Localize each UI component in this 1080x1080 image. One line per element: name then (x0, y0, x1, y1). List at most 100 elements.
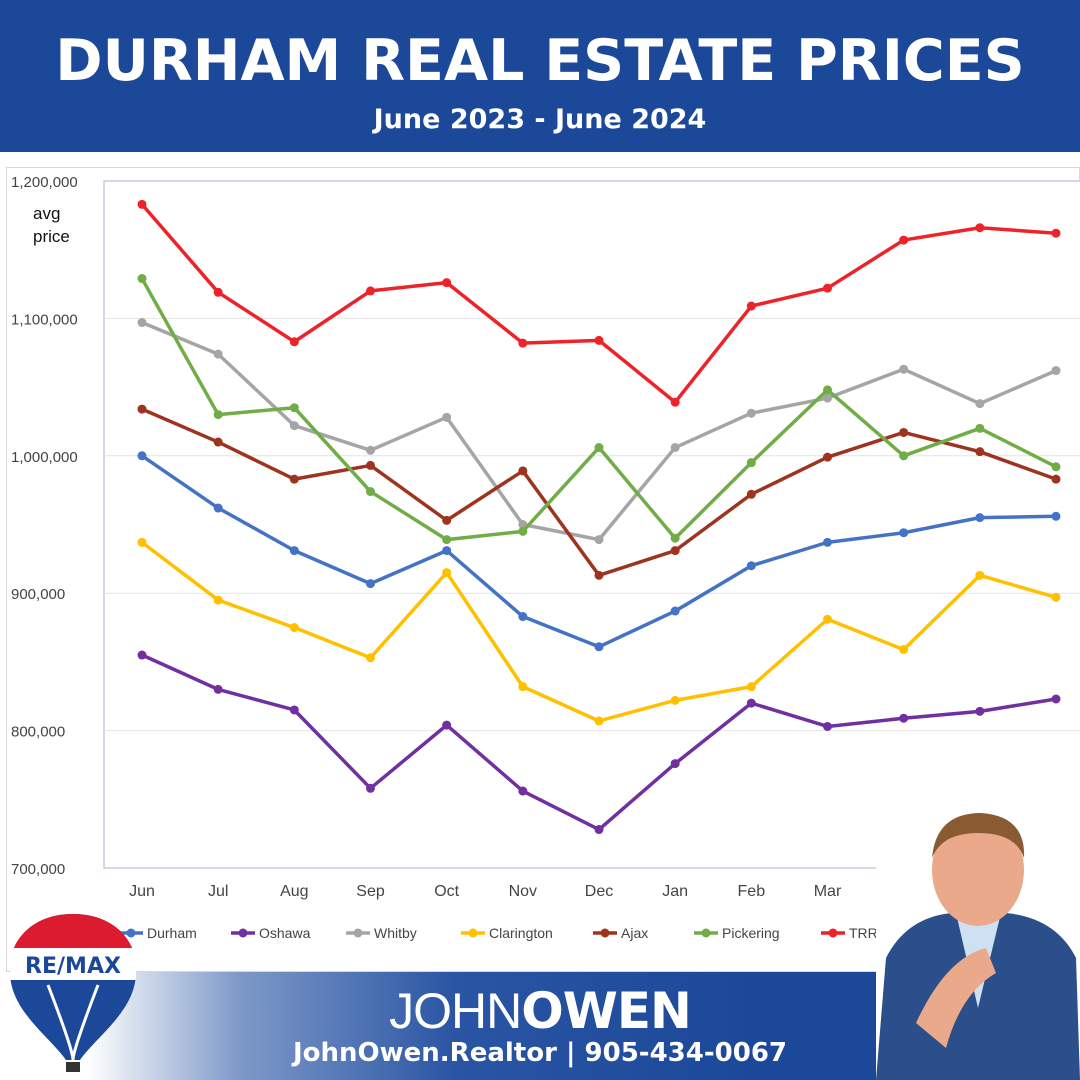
data-point (1051, 462, 1061, 472)
data-point (289, 421, 299, 431)
legend-marker (126, 928, 136, 938)
data-point (823, 385, 832, 395)
y-tick-label: 1,200,000 (11, 174, 78, 191)
data-point (442, 546, 452, 556)
data-point (289, 474, 299, 484)
data-point (594, 335, 604, 345)
x-tick-label: Jul (208, 883, 228, 900)
legend-marker (701, 928, 711, 938)
legend-item-ajax: Ajax (593, 925, 648, 941)
data-point (366, 460, 375, 470)
x-tick-label: Jun (129, 883, 155, 900)
data-point (366, 487, 375, 497)
agent-name: JOHNOWEN (0, 982, 1080, 1040)
data-point (823, 452, 832, 462)
data-point (442, 278, 452, 288)
chart-container: 700,000 800,000 900,000 1,000,000 1,100,000 1… (6, 167, 1080, 972)
data-point (975, 223, 985, 233)
data-point (1051, 474, 1061, 484)
series-oshawa (137, 650, 1061, 835)
data-point (213, 503, 223, 513)
data-point (442, 515, 452, 525)
series-durham (137, 451, 1061, 652)
y-axis-label: price (33, 227, 70, 246)
plot-area (103, 180, 1080, 869)
series-trreb (137, 199, 1061, 407)
series-whitby (137, 318, 1061, 545)
x-tick-label: Aug (280, 883, 308, 900)
data-point (594, 642, 604, 652)
data-point (518, 786, 528, 796)
data-point (518, 338, 528, 348)
legend-item-durham: Durham (119, 925, 197, 941)
data-point (594, 825, 604, 835)
x-tick-label: Nov (509, 883, 537, 900)
data-point (594, 535, 604, 545)
data-point (137, 274, 147, 284)
data-point (137, 537, 147, 547)
data-point (1051, 511, 1061, 521)
legend-item-pickering: Pickering (694, 925, 780, 941)
data-point (823, 283, 832, 293)
y-tick-label: 900,000 (11, 586, 65, 603)
data-point (670, 759, 680, 769)
page-subtitle: June 2023 - June 2024 (373, 104, 707, 135)
data-point (899, 713, 909, 723)
x-tick-label: Sep (356, 883, 385, 900)
data-point (670, 533, 680, 543)
data-point (899, 427, 909, 437)
data-point (1051, 592, 1061, 602)
legend-marker (468, 928, 478, 938)
data-point (823, 537, 832, 547)
data-point (899, 364, 909, 374)
data-point (594, 716, 604, 726)
legend-label: Ajax (621, 925, 648, 941)
data-point (899, 451, 909, 461)
x-tick-label: Feb (738, 883, 766, 900)
data-point (975, 706, 985, 716)
data-point (213, 410, 223, 420)
data-point (137, 199, 147, 209)
y-tick-label: 1,000,000 (11, 449, 78, 466)
legend-marker (600, 928, 610, 938)
data-point (823, 614, 832, 624)
data-point (213, 595, 223, 605)
data-point (442, 568, 452, 578)
data-point (213, 684, 223, 694)
x-tick-label: Oct (434, 883, 459, 900)
data-point (366, 653, 375, 663)
data-point (289, 403, 299, 413)
data-point (289, 546, 299, 556)
data-point (518, 682, 528, 692)
agent-contact: JohnOwen.Realtor | 905-434-0067 (292, 1038, 787, 1068)
x-tick-label: Jan (662, 883, 688, 900)
data-point (442, 535, 452, 545)
data-point (746, 561, 756, 571)
data-point (975, 513, 985, 523)
legend-marker (828, 928, 838, 938)
y-tick-label: 1,100,000 (11, 311, 78, 328)
data-point (366, 286, 375, 296)
data-point (746, 489, 756, 499)
legend-label: Pickering (722, 925, 780, 941)
data-point (137, 650, 147, 660)
series-ajax (137, 404, 1061, 580)
data-point (594, 570, 604, 580)
agent-last-name: OWEN (521, 982, 692, 1040)
remax-balloon-logo: RE/MAX (10, 914, 136, 1072)
data-point (746, 458, 756, 468)
data-point (746, 408, 756, 418)
series-pickering (137, 274, 1061, 545)
data-point (518, 466, 528, 476)
data-point (213, 349, 223, 359)
legend-marker (238, 928, 248, 938)
data-point (899, 645, 909, 655)
data-point (670, 546, 680, 556)
data-point (899, 235, 909, 245)
legend-label: Oshawa (259, 925, 311, 941)
legend-marker (353, 928, 363, 938)
legend-item-oshawa: Oshawa (231, 925, 311, 941)
series-clarington (137, 537, 1061, 726)
data-point (442, 720, 452, 730)
data-point (670, 695, 680, 705)
